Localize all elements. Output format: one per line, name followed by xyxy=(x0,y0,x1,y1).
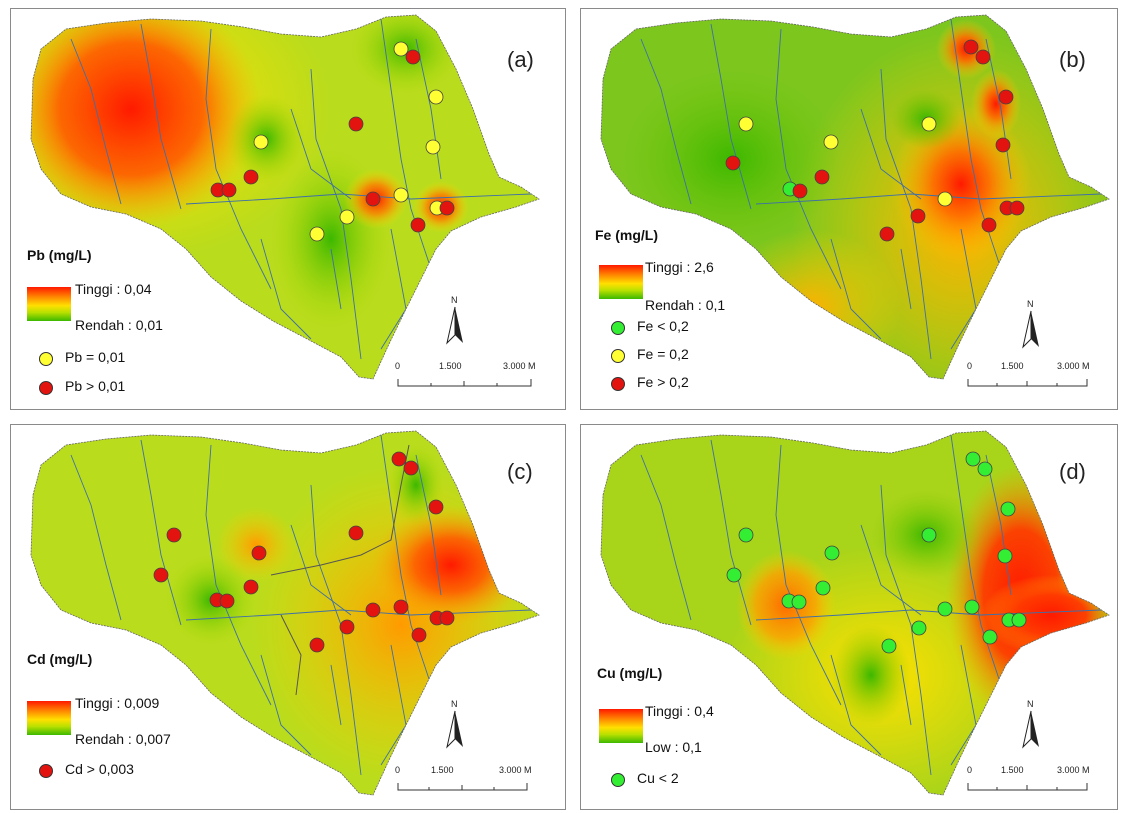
scale-tick-2: 3.000 M xyxy=(1057,361,1090,371)
legend-high-label: Tinggi : 0,04 xyxy=(75,281,152,297)
scale-tick-1: 1.500 xyxy=(431,765,454,775)
north-label: N xyxy=(451,295,458,305)
map-panel-fe: (b) Fe (mg/L) Tinggi : 2,6 Rendah : 0,1 … xyxy=(580,8,1118,410)
north-arrow-icon xyxy=(1022,710,1039,749)
map-panel-cu: (d) Cu (mg/L) Tinggi : 0,4 Low : 0,1 Cu … xyxy=(580,424,1118,810)
legend-high-label: Tinggi : 0,009 xyxy=(75,695,160,711)
region-boundary xyxy=(30,14,540,380)
legend-low-label: Low : 0,1 xyxy=(645,739,702,755)
legend-symbol-label: Fe = 0,2 xyxy=(637,346,689,362)
sample-points xyxy=(725,39,1025,242)
legend-high-label: Tinggi : 0,4 xyxy=(645,703,714,719)
fe-map xyxy=(600,14,1110,380)
legend-high-label: Tinggi : 2,6 xyxy=(645,259,714,275)
legend-title: Pb (mg/L) xyxy=(27,247,92,263)
cu-map xyxy=(600,430,1110,796)
scale-tick-0: 0 xyxy=(967,765,973,775)
scale-bar xyxy=(397,379,532,387)
legend-symbol-red xyxy=(39,381,53,395)
panel-label: (a) xyxy=(507,47,534,72)
legend-symbol-label: Cd > 0,003 xyxy=(65,761,134,777)
legend-symbol-yellow xyxy=(611,349,625,363)
legend-symbol-label: Pb = 0,01 xyxy=(65,349,126,365)
legend-gradient xyxy=(27,287,71,321)
scale-tick-0: 0 xyxy=(395,361,401,371)
scale-tick-1: 1.500 xyxy=(1001,361,1024,371)
north-arrow-icon xyxy=(446,710,463,749)
pb-map xyxy=(30,14,540,380)
scale-tick-1: 1.500 xyxy=(1001,765,1024,775)
legend-low-label: Rendah : 0,1 xyxy=(645,297,726,313)
north-label: N xyxy=(1027,299,1034,309)
north-arrow-icon xyxy=(1022,310,1039,349)
legend-gradient xyxy=(599,265,643,299)
river-network xyxy=(70,18,532,360)
north-label: N xyxy=(1027,699,1034,709)
sample-points xyxy=(210,41,455,242)
legend-symbol-green xyxy=(611,321,625,335)
map-panel-pb: (a) Pb (mg/L) Tinggi : 0,04 Rendah : 0,0… xyxy=(10,8,566,410)
panel-label: (d) xyxy=(1059,459,1086,484)
scale-tick-2: 3.000 M xyxy=(503,361,536,371)
scale-bar xyxy=(967,379,1088,387)
legend-symbol-yellow xyxy=(39,352,53,366)
scale-bar xyxy=(397,783,528,791)
legend-title: Cu (mg/L) xyxy=(597,665,663,681)
scale-tick-0: 0 xyxy=(967,361,973,371)
scale-tick-2: 3.000 M xyxy=(499,765,532,775)
legend-gradient xyxy=(599,709,643,743)
legend-symbol-label: Fe < 0,2 xyxy=(637,318,689,334)
north-arrow-icon xyxy=(446,306,463,345)
legend-symbol-red xyxy=(39,764,53,778)
scale-bar xyxy=(967,783,1088,791)
scale-tick-1: 1.500 xyxy=(439,361,462,371)
legend-symbol-label: Cu < 2 xyxy=(637,770,679,786)
legend-low-label: Rendah : 0,007 xyxy=(75,731,171,747)
panel-label: (b) xyxy=(1059,47,1086,72)
panel-label: (c) xyxy=(507,459,533,484)
cd-map xyxy=(30,430,540,796)
map-panel-cd: (c) Cd (mg/L) Tinggi : 0,009 Rendah : 0,… xyxy=(10,424,566,810)
scale-tick-2: 3.000 M xyxy=(1057,765,1090,775)
legend-symbol-red xyxy=(611,377,625,391)
legend-gradient xyxy=(27,701,71,735)
legend-symbol-green xyxy=(611,773,625,787)
scale-tick-0: 0 xyxy=(395,765,401,775)
legend-symbol-label: Pb > 0,01 xyxy=(65,378,126,394)
legend-symbol-label: Fe > 0,2 xyxy=(637,374,689,390)
legend-title: Fe (mg/L) xyxy=(595,227,658,243)
north-label: N xyxy=(451,699,458,709)
sample-points xyxy=(726,451,1027,654)
legend-title: Cd (mg/L) xyxy=(27,651,93,667)
sample-points xyxy=(153,451,455,653)
legend-low-label: Rendah : 0,01 xyxy=(75,317,163,333)
